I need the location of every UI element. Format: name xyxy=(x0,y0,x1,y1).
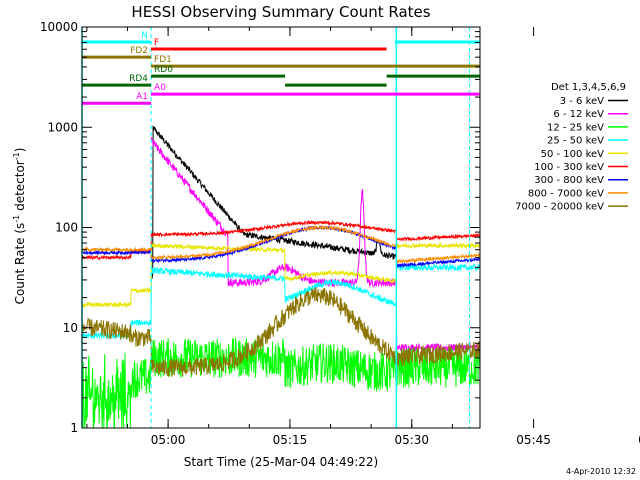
x-tick-label-0: 05:00 xyxy=(151,433,186,447)
series-line-6 xyxy=(81,225,481,269)
y-axis-label: Count Rate (s-1 detector-1) xyxy=(12,148,27,305)
y-axis-label-sup1: -1 xyxy=(12,215,21,223)
y-tick-label-3: 1000 xyxy=(47,120,78,134)
flag-label-fd2: FD2 xyxy=(130,46,148,56)
x-tick-label-2: 05:30 xyxy=(394,433,429,447)
plot-lines xyxy=(81,27,481,429)
y-tick-label-0: 1 xyxy=(70,421,78,435)
legend-label-8: 7000 - 20000 keV xyxy=(515,202,604,213)
flag-label-a1: A1 xyxy=(136,92,148,102)
series-line-8 xyxy=(81,287,481,378)
legend-label-1: 6 - 12 keV xyxy=(553,109,604,120)
series-line-2 xyxy=(81,337,481,429)
legend-label-0: 3 - 6 keV xyxy=(560,96,604,107)
x-axis-label: Start Time (25-Mar-04 04:49:22) xyxy=(184,455,378,469)
legend-label-6: 300 - 800 keV xyxy=(534,175,604,186)
legend-label-4: 50 - 100 keV xyxy=(541,149,605,160)
flag-label-f: F xyxy=(154,38,159,48)
series-line-4 xyxy=(81,241,481,309)
footer-timestamp: 4-Apr-2010 12:32 xyxy=(566,467,636,476)
legend-label-7: 800 - 7000 keV xyxy=(528,188,604,199)
y-axis-label-end: ) xyxy=(13,148,27,153)
y-tick-label-1: 10 xyxy=(63,321,78,335)
y-tick-label-4: 10000 xyxy=(40,20,78,34)
legend-header: Det 1,3,4,5,6,9 xyxy=(551,82,626,93)
legend-label-2: 12 - 25 keV xyxy=(547,122,604,133)
flag-label-a0: A0 xyxy=(154,83,166,93)
x-tick-label-3: 05:45 xyxy=(516,433,551,447)
x-tick-label-4: 06:00 xyxy=(638,433,640,447)
y-axis-label-main: Count Rate (s xyxy=(13,223,27,305)
legend-label-3: 25 - 50 keV xyxy=(547,136,604,147)
flag-label-n: N xyxy=(141,31,148,41)
flag-label-rd0: RD0 xyxy=(154,65,173,75)
chart-title: HESSI Observing Summary Count Rates xyxy=(131,3,430,21)
series-line-7 xyxy=(81,224,481,265)
axes: 1 10 100 1000 10000 05:00 05:15 05:30 05:45 06:00… xyxy=(40,20,640,447)
legend: Det 1,3,4,5,6,9 3 - 6 keV 6 - 12 keV 12 - 2… xyxy=(515,82,628,213)
x-tick-label-1: 05:15 xyxy=(273,433,308,447)
y-tick-label-2: 100 xyxy=(55,221,78,235)
legend-label-5: 100 - 300 keV xyxy=(534,162,604,173)
y-axis-label-sup2: -1 xyxy=(12,152,21,160)
series-line-3 xyxy=(81,262,481,340)
flag-bars: NF FD1 FD2 RD0 RD4 A0 A1 xyxy=(82,31,480,105)
flag-label-rd4: RD4 xyxy=(129,74,148,84)
y-axis-label-mid: detector xyxy=(13,160,27,215)
flag-label-fd1: FD1 xyxy=(154,55,172,65)
